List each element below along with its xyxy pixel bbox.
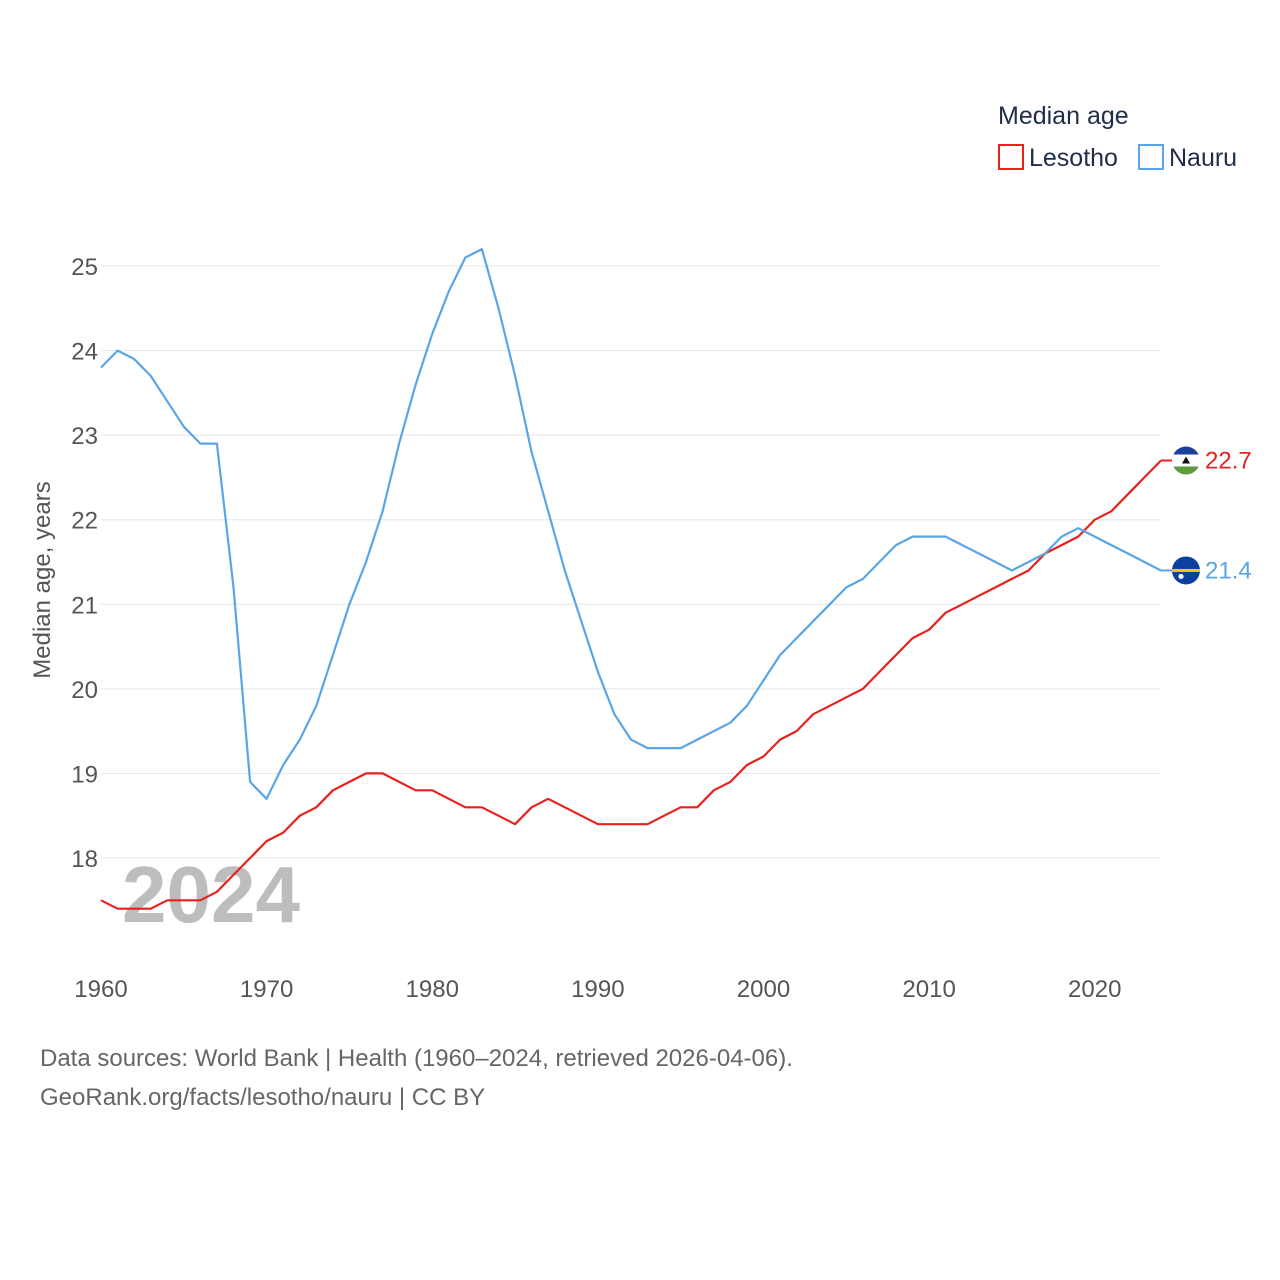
y-tick-label: 19 (71, 761, 98, 788)
y-tick-label: 24 (71, 339, 98, 366)
nauru-flag-icon (1172, 556, 1200, 585)
legend-swatch-lesotho[interactable] (998, 144, 1024, 170)
x-tick-label: 1980 (406, 976, 459, 1003)
y-tick-label: 18 (71, 846, 98, 873)
legend-swatch-nauru[interactable] (1138, 144, 1164, 170)
y-tick-label: 23 (71, 423, 98, 450)
series-lines (100, 248, 1162, 910)
x-tick-label: 1970 (240, 976, 293, 1003)
legend-label-lesotho[interactable]: Lesotho (1029, 144, 1118, 172)
y-tick-label: 20 (71, 677, 98, 704)
end-value-label-lesotho: 22.7 (1205, 448, 1252, 475)
data-source-note: Data sources: World Bank | Health (1960–… (40, 1045, 793, 1072)
lesotho-flag-icon (1172, 446, 1200, 475)
series-line-nauru[interactable] (100, 248, 1162, 800)
x-tick-label: 1960 (74, 976, 127, 1003)
gridlines (101, 265, 1161, 859)
x-axis-ticks: 1960 1970 1980 1990 2000 2010 2020 (74, 976, 1121, 1003)
y-axis-title: Median age, years (29, 481, 56, 678)
series-line-lesotho[interactable] (100, 459, 1162, 910)
y-tick-label: 22 (71, 508, 98, 535)
y-tick-label: 25 (71, 254, 98, 281)
end-value-label-nauru: 21.4 (1205, 557, 1252, 584)
series-end-markers: 22.7 21.4 (1161, 446, 1252, 585)
legend: Median age Lesotho Nauru (998, 102, 1237, 172)
legend-title: Median age (998, 102, 1129, 130)
credit-link[interactable]: GeoRank.org/facts/lesotho/nauru | CC BY (40, 1084, 486, 1111)
x-tick-label: 2020 (1068, 976, 1121, 1003)
y-axis-ticks: 18 19 20 21 22 23 24 25 (71, 254, 98, 873)
x-tick-label: 2010 (902, 976, 955, 1003)
x-tick-label: 1990 (571, 976, 624, 1003)
y-tick-label: 21 (71, 592, 98, 619)
legend-label-nauru[interactable]: Nauru (1169, 144, 1237, 172)
x-tick-label: 2000 (737, 976, 790, 1003)
